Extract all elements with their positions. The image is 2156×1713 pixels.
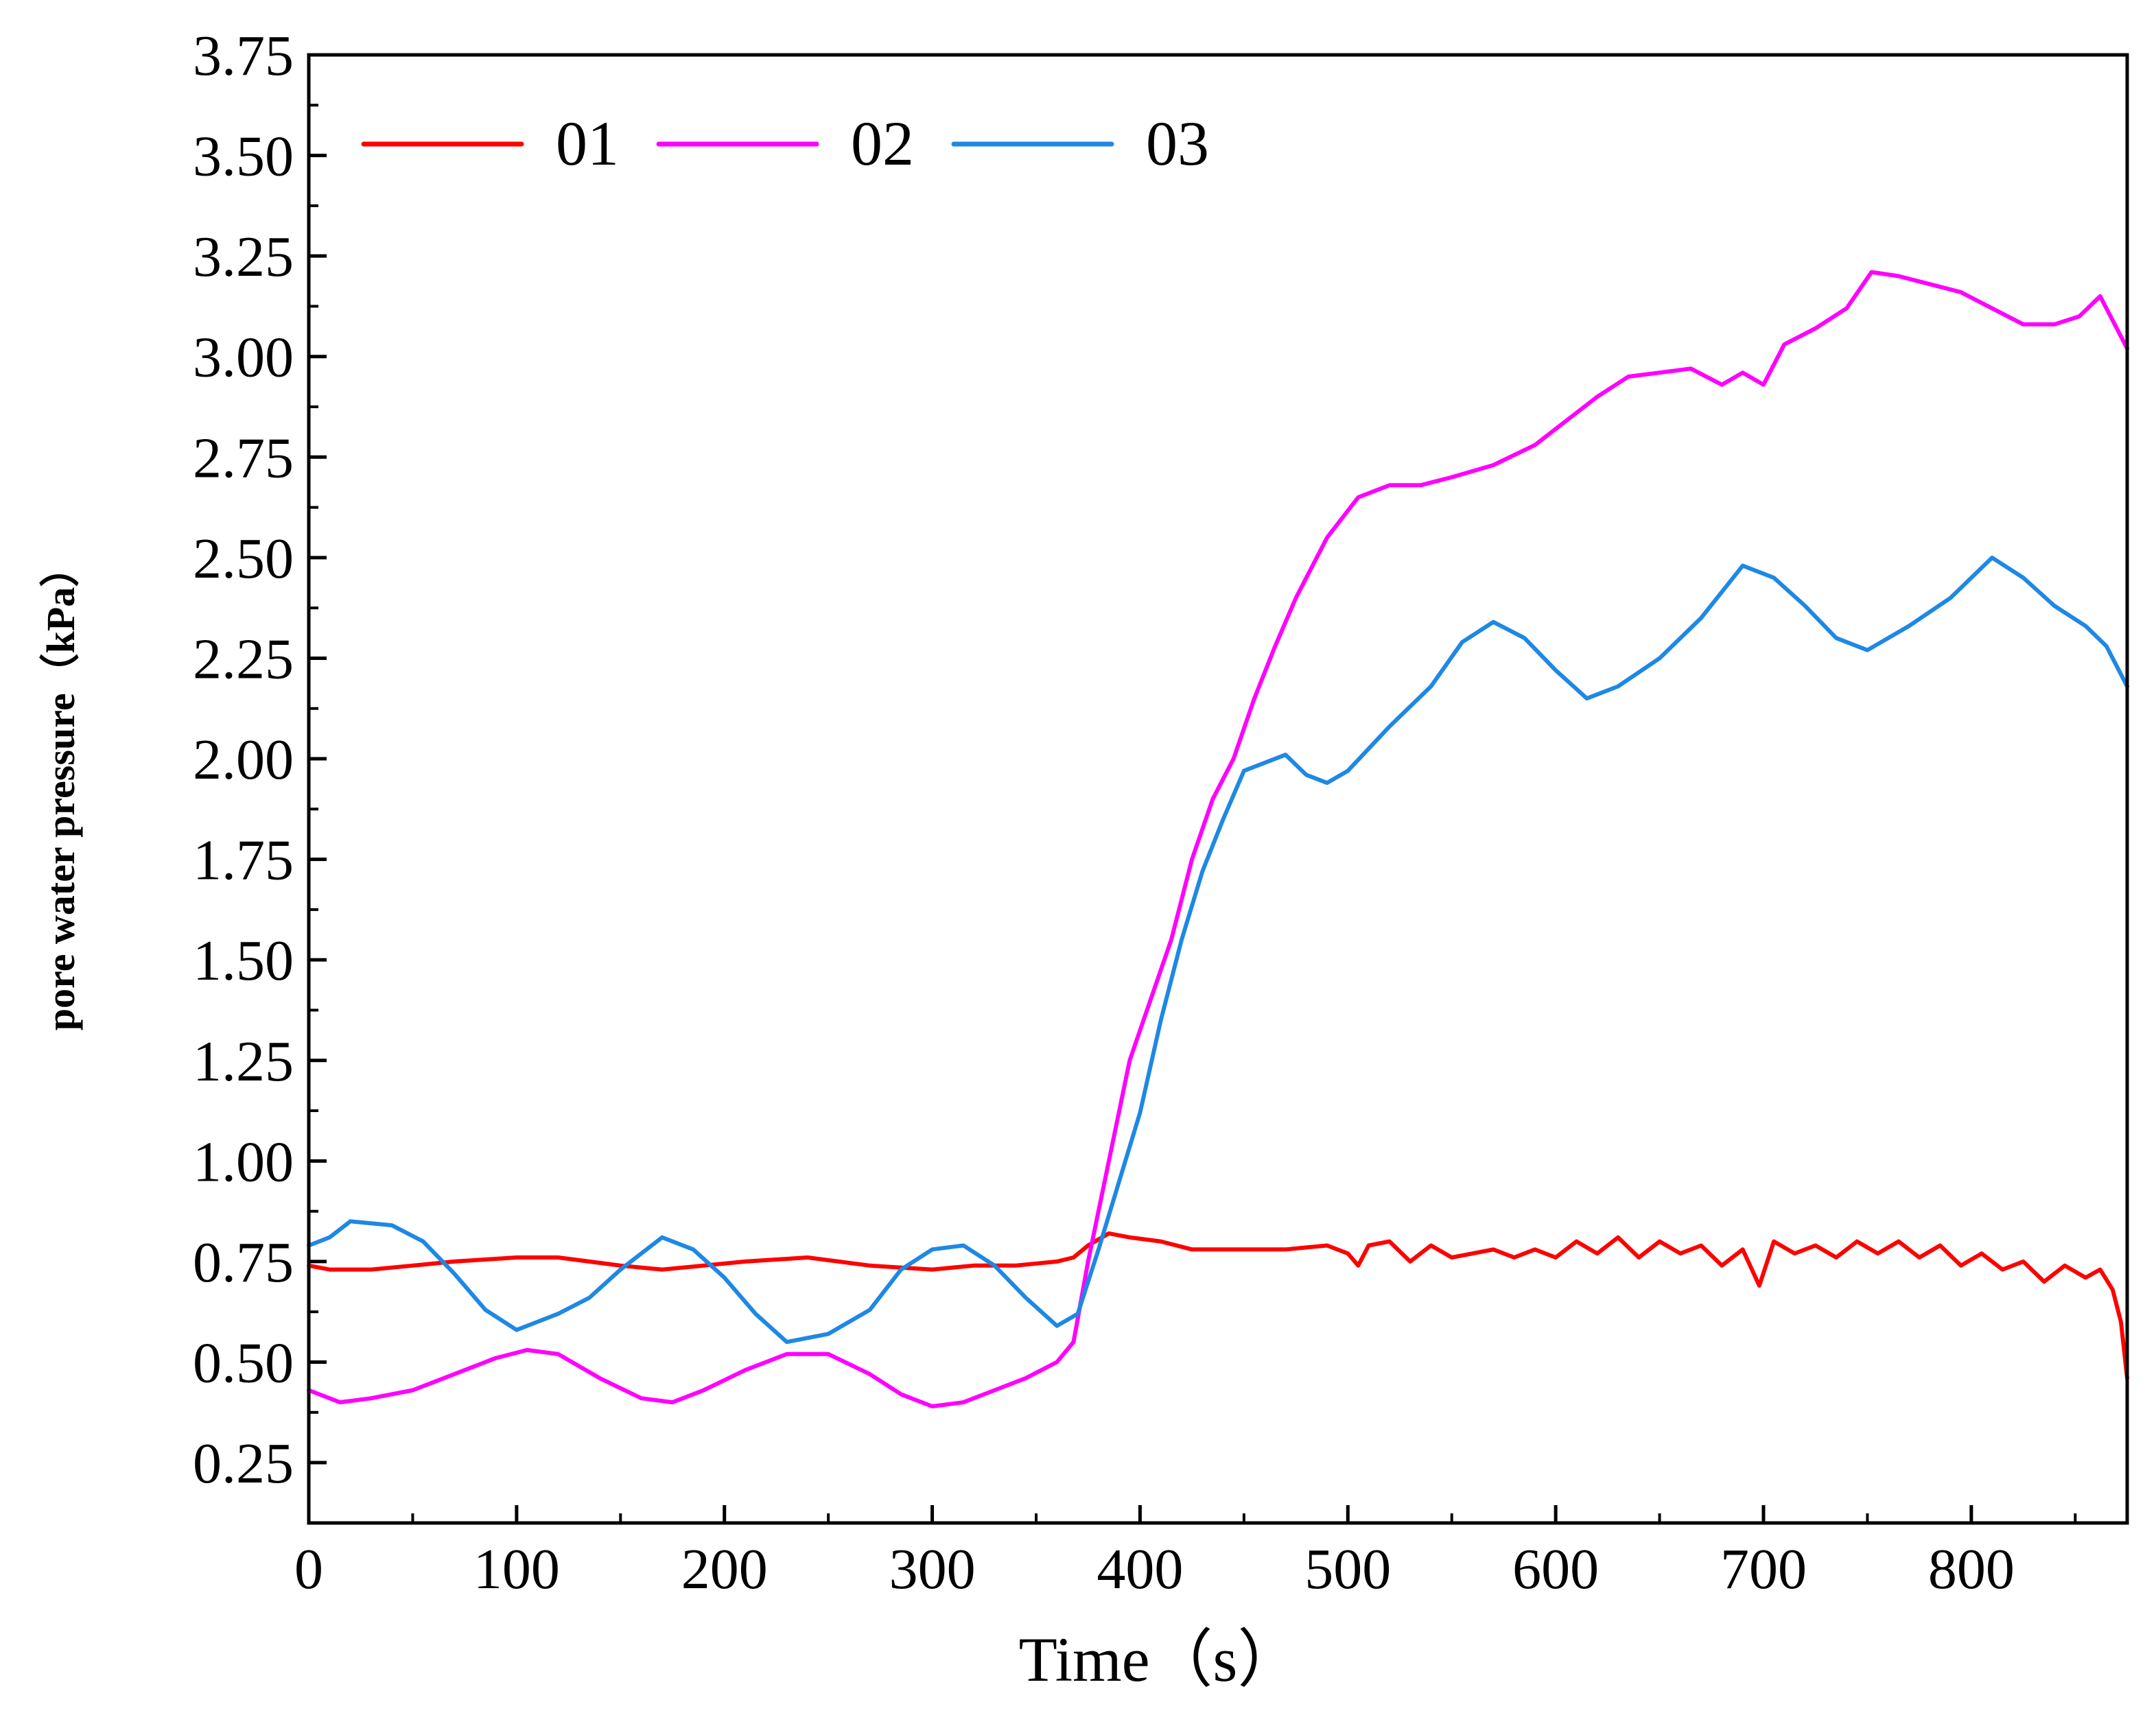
y-tick-label: 2.00 <box>193 728 294 792</box>
legend-label-03: 03 <box>1146 108 1209 178</box>
x-tick-label: 700 <box>1720 1537 1807 1601</box>
x-tick-label: 300 <box>889 1537 976 1601</box>
series-line-03 <box>307 555 2129 1345</box>
x-tick-label: 0 <box>294 1537 323 1601</box>
y-tick-label: 3.75 <box>193 24 294 88</box>
plot-area-frame <box>307 53 2129 1525</box>
y-tick-label: 3.25 <box>193 225 294 289</box>
y-tick-label: 3.00 <box>193 326 294 390</box>
y-tick-label: 0.50 <box>193 1331 294 1395</box>
y-tick-label: 2.50 <box>193 527 294 591</box>
legend-label-01: 01 <box>556 108 619 178</box>
x-tick-label: 600 <box>1512 1537 1599 1601</box>
y-tick-label: 1.25 <box>193 1030 294 1094</box>
x-tick-label: 500 <box>1304 1537 1391 1601</box>
legend-label-02: 02 <box>851 108 914 178</box>
y-tick-label: 1.50 <box>193 929 294 993</box>
y-tick-label: 3.50 <box>193 125 294 189</box>
y-tick-label: 1.75 <box>193 829 294 893</box>
x-tick-label: 800 <box>1928 1537 2015 1601</box>
series-line-02 <box>307 270 2129 1408</box>
x-axis-title: Time（s） <box>1019 1625 1301 1694</box>
series-line-01 <box>307 1231 2129 1380</box>
y-axis-title: pore water pressure（kPa） <box>38 547 83 1031</box>
legend: 01 02 03 <box>361 108 1209 178</box>
axis-ticks: 0 100 200 300 400 500 600 700 800 0.25 0.50 0.75 1.0… <box>193 24 2077 1601</box>
x-tick-label: 100 <box>473 1537 560 1601</box>
series-layer <box>307 270 2129 1408</box>
y-tick-label: 0.75 <box>193 1231 294 1295</box>
y-tick-label: 0.25 <box>193 1432 294 1496</box>
y-tick-label: 2.25 <box>193 627 294 691</box>
x-tick-label: 400 <box>1097 1537 1183 1601</box>
x-tick-label: 200 <box>681 1537 768 1601</box>
y-tick-label: 1.00 <box>193 1130 294 1194</box>
y-tick-label: 2.75 <box>193 426 294 490</box>
